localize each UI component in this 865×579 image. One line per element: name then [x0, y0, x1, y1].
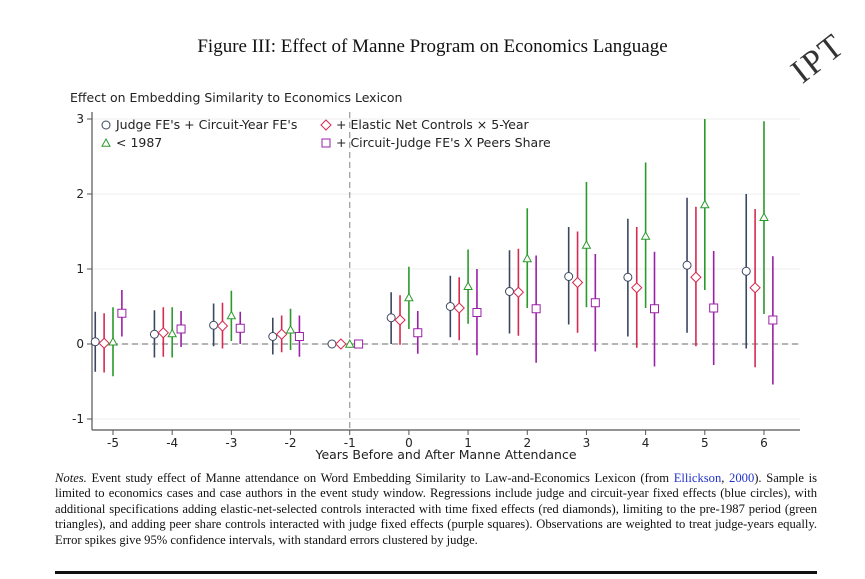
data-point [167, 328, 178, 338]
notes-text-1: Event study effect of Manne attendance o… [86, 471, 674, 485]
data-point [285, 324, 296, 334]
x-tick-label: 1 [464, 436, 472, 450]
x-tick-label: -1 [344, 436, 356, 450]
citation-year-link[interactable]: 2000 [729, 471, 755, 485]
data-point [463, 281, 473, 290]
data-point [581, 239, 592, 249]
series-diamond [98, 206, 761, 373]
x-tick-label: 0 [405, 436, 413, 450]
data-point [354, 339, 364, 349]
data-point [176, 324, 186, 334]
legend-circle-icon [101, 120, 111, 130]
y-axis-title: Effect on Embedding Similarity to Econom… [70, 90, 402, 105]
notes-label: Notes. [55, 471, 87, 485]
data-point [453, 302, 465, 314]
x-tick-label: 4 [642, 436, 650, 450]
y-tick-label: 3 [76, 112, 84, 126]
data-point [590, 298, 600, 308]
data-point [699, 199, 710, 209]
data-point [741, 266, 751, 276]
data-point [275, 328, 288, 340]
data-point [268, 332, 278, 341]
x-tick-label: 6 [760, 436, 768, 450]
data-point [117, 308, 127, 318]
legend-label: + Elastic Net Controls × 5-Year [336, 117, 530, 132]
data-point [505, 287, 515, 296]
data-point [294, 332, 304, 341]
data-point [235, 323, 245, 333]
series-square [117, 251, 778, 385]
data-point [472, 308, 482, 317]
data-point [157, 327, 170, 339]
y-tick-label: 0 [76, 337, 84, 351]
data-point [226, 310, 237, 320]
figure-notes: Notes. Event study effect of Manne atten… [55, 471, 817, 548]
legend-square-icon [321, 138, 331, 148]
data-point [344, 338, 355, 348]
legend-diamond-icon [320, 119, 332, 131]
data-marks [90, 119, 778, 385]
legend: Judge FE's + Circuit-Year FE's + Elastic … [101, 117, 551, 150]
event-study-chart: Effect on Embedding Similarity to Econom… [70, 90, 800, 462]
data-point [768, 315, 778, 325]
y-tick-label: 2 [76, 187, 84, 201]
legend-triangle-icon [101, 137, 111, 147]
data-point [690, 271, 702, 283]
data-point [631, 282, 643, 294]
data-point [682, 260, 692, 270]
x-axis-title: Years Before and After Manne Attendance [314, 447, 576, 462]
notes-text-2: ). Sample is limited to economics cases … [55, 471, 817, 547]
series-circle [90, 194, 751, 372]
data-point [564, 272, 574, 281]
data-point [413, 328, 423, 338]
data-point [209, 320, 219, 330]
axes: -1 0 1 2 3 -5 -4 -3 -2 -1 0 1 2 3 4 5 6 [72, 112, 800, 450]
series-triangle [108, 119, 769, 377]
data-point [640, 230, 651, 240]
x-tick-label: -2 [285, 436, 297, 450]
data-point [512, 286, 525, 298]
citation-sep: , [721, 471, 730, 485]
legend-label: < 1987 [116, 135, 162, 150]
data-point [709, 303, 719, 313]
x-tick-label: 3 [583, 436, 591, 450]
x-tick-label: 2 [523, 436, 531, 450]
data-point [108, 336, 118, 346]
y-tick-label: 1 [76, 262, 84, 276]
data-point [404, 292, 414, 302]
data-point [327, 339, 337, 349]
data-point [335, 338, 347, 350]
x-tick-label: -5 [107, 436, 119, 450]
data-point [531, 304, 541, 314]
data-point [571, 276, 584, 289]
x-tick-label: 5 [701, 436, 709, 450]
data-point [623, 272, 633, 282]
data-point [759, 212, 769, 221]
figure-title: Figure III: Effect of Manne Program on E… [197, 36, 668, 57]
data-point [649, 304, 659, 314]
citation-author-link[interactable]: Ellickson [673, 471, 722, 485]
data-point [445, 302, 455, 311]
y-tick-label: -1 [72, 412, 84, 426]
data-point [149, 329, 159, 339]
data-point [90, 337, 100, 347]
bottom-rule [55, 571, 817, 574]
data-point [386, 313, 396, 323]
data-point [216, 320, 229, 332]
legend-label: Judge FE's + Circuit-Year FE's [115, 117, 297, 132]
gridlines [92, 118, 800, 420]
data-point [98, 337, 110, 349]
data-point [394, 314, 406, 326]
data-point [749, 282, 761, 294]
x-tick-label: -4 [166, 436, 178, 450]
data-point [522, 253, 533, 263]
legend-label: + Circuit-Judge FE's X Peers Share [336, 135, 551, 150]
x-tick-label: -3 [225, 436, 237, 450]
